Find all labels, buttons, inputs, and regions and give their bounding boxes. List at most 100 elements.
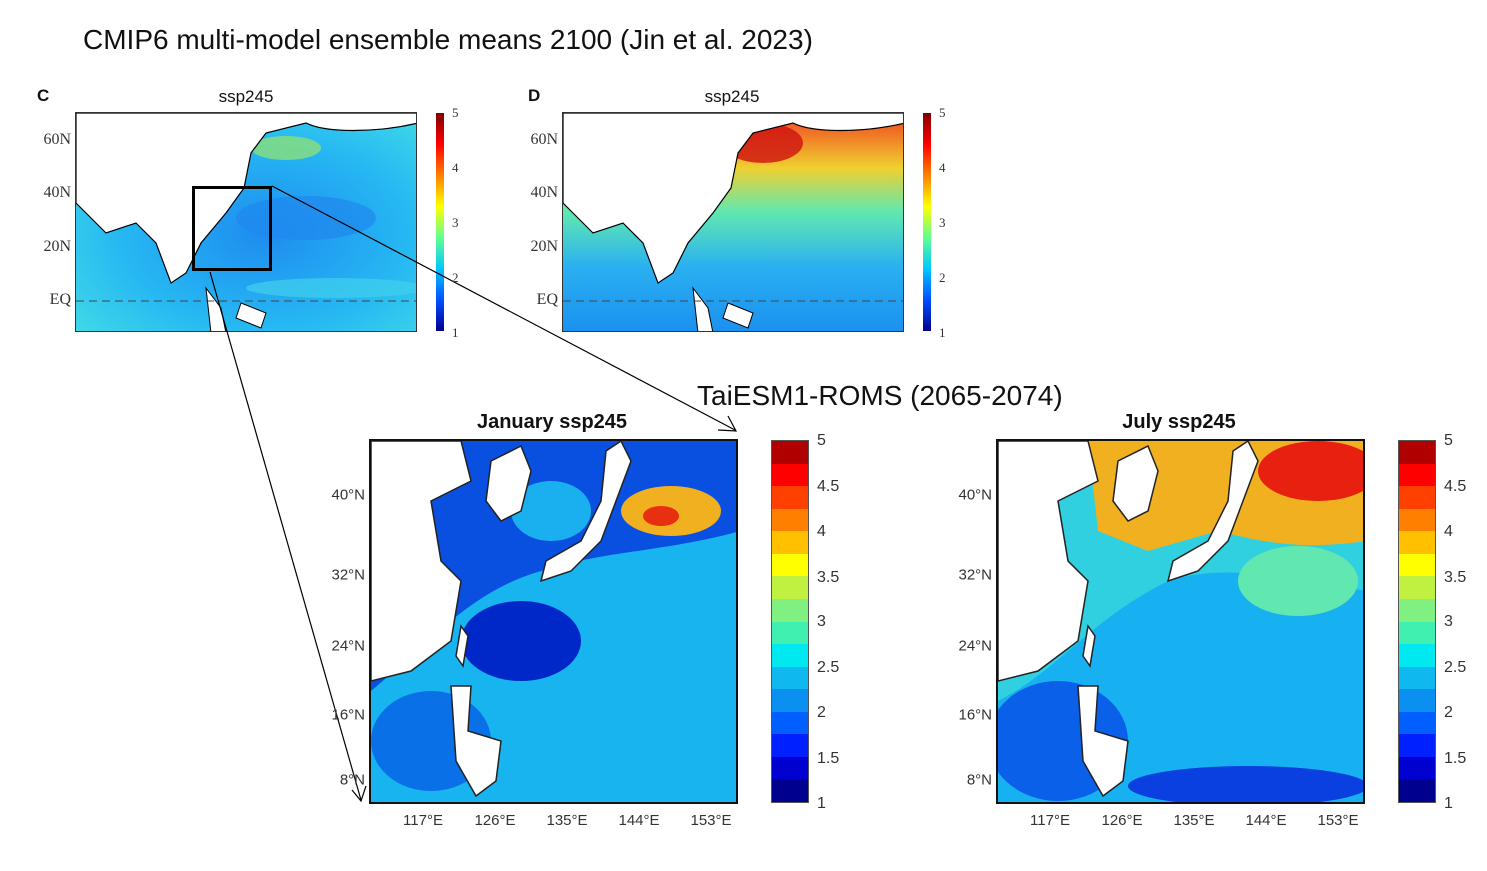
colorbar-band [772,508,808,532]
colorbar-band [772,666,808,690]
colorbar-tick-label: 3.5 [817,569,840,586]
colorbar-band [1399,621,1435,645]
panel-c-colorbar [436,113,444,331]
colorbar-band [1399,598,1435,622]
colorbar-band [772,756,808,780]
colorbar-tick-label: 1 [1444,795,1453,812]
colorbar-band [772,553,808,577]
colorbar-tick-label: 3.5 [1444,569,1467,586]
panel-d-colorbar [923,113,931,331]
colorbar-band [772,644,808,667]
colorbar-tick-label: 1.5 [817,750,840,767]
colorbar-band [772,463,808,487]
colorbar-band [772,689,808,712]
section-title: TaiESM1-ROMS (2065-2074) [697,380,1063,411]
july-colorbar [1398,440,1436,803]
lat-tick-label: 16°N [958,706,992,724]
colorbar-tick-label: 5 [817,432,826,449]
colorbar-band [1399,689,1435,712]
colorbar-band [772,779,808,802]
lat-tick-label: 16°N [331,706,365,724]
colorbar-tick-label: 1 [452,325,459,340]
lat-tick-label: 40°N [958,486,992,504]
colorbar-tick-label: 4 [1444,523,1453,540]
lat-tick-label: 60N [43,131,71,148]
lon-tick-label: 126°E [474,812,516,829]
colorbar-tick-label: 3 [452,215,459,230]
colorbar-band [772,711,808,735]
colorbar-tick-label: 2 [452,270,459,285]
colorbar-band [1399,644,1435,667]
colorbar-band [1399,666,1435,690]
lon-tick-label: 117°E [1030,812,1070,829]
colorbar-tick-label: 3 [1444,613,1453,630]
colorbar-band [1399,711,1435,735]
colorbar-tick-label: 2 [939,270,946,285]
colorbar-tick-label: 2 [1444,704,1453,721]
zoom-region-box [192,186,272,271]
lat-tick-label: 8°N [339,771,365,789]
colorbar-tick-label: 4 [817,523,826,540]
lat-tick-label: EQ [536,291,558,308]
colorbar-band [1399,441,1435,464]
lon-tick-label: 135°E [546,812,588,829]
colorbar-tick-label: 4 [939,160,946,175]
colorbar-tick-label: 3 [817,613,826,630]
lat-tick-label: 40N [530,184,558,201]
figure-title: CMIP6 multi-model ensemble means 2100 (J… [83,24,813,55]
july-map [996,439,1365,804]
colorbar-tick-label: 5 [939,105,946,120]
colorbar-band [772,598,808,622]
colorbar-band [772,531,808,554]
panel-d-map [562,112,904,332]
lat-tick-label: 20N [530,238,558,255]
colorbar-tick-label: 2.5 [1444,659,1467,676]
colorbar-tick-label: 4 [452,160,459,175]
lat-tick-label: 24°N [958,637,992,655]
colorbar-tick-label: 3 [939,215,946,230]
colorbar-band [1399,734,1435,757]
colorbar-band [772,441,808,464]
colorbar-tick-label: 1 [817,795,826,812]
lat-tick-label: 20N [43,238,71,255]
colorbar-tick-label: 2.5 [817,659,840,676]
panel-c-title: ssp245 [218,87,274,106]
lon-tick-label: 126°E [1101,812,1143,829]
colorbar-tick-label: 1.5 [1444,750,1467,767]
lat-tick-label: EQ [49,291,71,308]
lon-tick-label: 135°E [1173,812,1215,829]
colorbar-tick-label: 5 [1444,432,1453,449]
panel-d-label: D [528,86,541,105]
colorbar-band [772,734,808,757]
colorbar-band [1399,756,1435,780]
colorbar-band [772,486,808,509]
july-title: July ssp245 [1122,411,1236,433]
lon-tick-label: 144°E [1245,812,1287,829]
colorbar-band [1399,576,1435,599]
colorbar-band [1399,463,1435,487]
lon-tick-label: 153°E [690,812,732,829]
lon-tick-label: 144°E [618,812,660,829]
january-title: January ssp245 [476,411,628,433]
lat-tick-label: 40N [43,184,71,201]
january-colorbar [771,440,809,803]
colorbar-band [1399,779,1435,802]
january-map [369,439,738,804]
colorbar-tick-label: 5 [452,105,459,120]
colorbar-band [772,621,808,645]
lon-tick-label: 117°E [403,812,443,829]
colorbar-band [1399,486,1435,509]
lat-tick-label: 24°N [331,637,365,655]
lat-tick-label: 40°N [331,486,365,504]
colorbar-band [1399,508,1435,532]
panel-d-title: ssp245 [704,87,760,106]
lon-tick-label: 153°E [1317,812,1359,829]
lat-tick-label: 60N [530,131,558,148]
colorbar-tick-label: 4.5 [1444,478,1467,495]
colorbar-tick-label: 1 [939,325,946,340]
lat-tick-label: 32°N [331,566,365,584]
colorbar-band [1399,553,1435,577]
lat-tick-label: 32°N [958,566,992,584]
